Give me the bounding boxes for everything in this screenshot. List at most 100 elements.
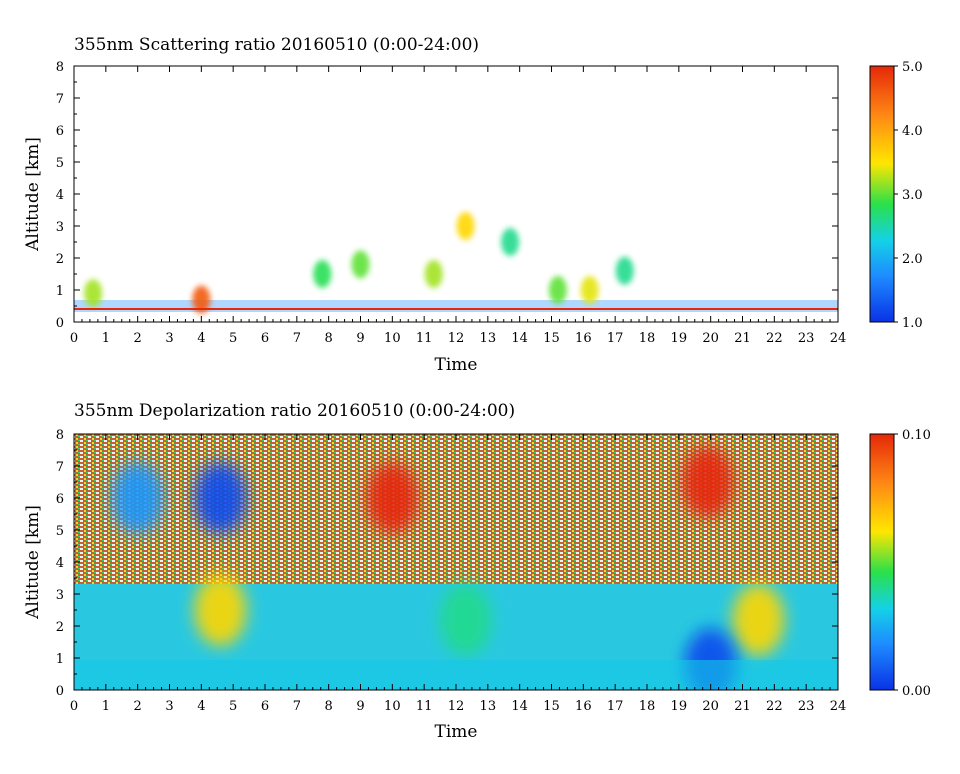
x-tick-label: 13 — [480, 699, 497, 714]
x-tick-label: 22 — [766, 699, 783, 714]
x-tick-label: 7 — [293, 331, 301, 346]
x-tick-label: 1 — [102, 699, 110, 714]
x-tick-label: 15 — [543, 699, 560, 714]
x-tick-label: 3 — [165, 699, 173, 714]
y-tick-label: 4 — [56, 188, 64, 203]
x-tick-label: 19 — [671, 699, 688, 714]
x-tick-label: 1 — [102, 331, 110, 346]
scattering-x-axis: 0 1 2 3 4 5 6 7 8 9 10 11 12 13 14 15 16 17 18 19 20 21 22 23 24 — [70, 66, 846, 346]
depolarization-y-axis: 0 1 2 3 4 5 6 7 8 — [56, 428, 838, 699]
x-tick-label: 14 — [511, 331, 528, 346]
x-tick-label: 4 — [197, 699, 205, 714]
y-tick-label: 0 — [56, 316, 64, 331]
x-tick-label: 0 — [70, 331, 78, 346]
y-tick-label: 3 — [56, 220, 64, 235]
depolarization-title: 355nm Depolarization ratio 20160510 (0:0… — [74, 401, 515, 421]
x-tick-label: 17 — [607, 699, 624, 714]
y-tick-label: 2 — [56, 252, 64, 267]
scattering-x-label: Time — [435, 355, 478, 375]
colorbar-tick-label: 3.0 — [902, 188, 923, 203]
y-tick-label: 8 — [56, 60, 64, 75]
y-tick-label: 5 — [56, 524, 64, 539]
x-tick-label: 16 — [575, 699, 592, 714]
depolarization-features — [111, 446, 785, 690]
scattering-colorbar-ticks: 1.0 2.0 3.0 4.0 5.0 — [894, 60, 923, 331]
x-tick-label: 16 — [575, 331, 592, 346]
feature-mark — [192, 285, 211, 314]
colorbar-tick-label: 1.0 — [902, 316, 923, 331]
x-tick-label: 12 — [448, 699, 465, 714]
feature-mark — [424, 260, 443, 288]
x-tick-label: 23 — [798, 699, 815, 714]
x-tick-label: 22 — [766, 331, 783, 346]
x-tick-label: 10 — [384, 699, 401, 714]
x-tick-label: 18 — [639, 331, 656, 346]
y-tick-label: 1 — [56, 284, 64, 299]
x-tick-label: 20 — [702, 331, 719, 346]
scattering-panel: 355nm Scattering ratio 20160510 (0:00-24… — [23, 35, 923, 375]
x-tick-label: 9 — [356, 331, 364, 346]
x-tick-label: 5 — [229, 699, 237, 714]
feature-mark — [501, 228, 520, 256]
x-tick-label: 17 — [607, 331, 624, 346]
feature-mark — [351, 250, 370, 279]
y-tick-label: 5 — [56, 156, 64, 171]
x-tick-label: 19 — [671, 331, 688, 346]
x-tick-label: 11 — [416, 699, 433, 714]
scattering-y-label: Altitude [km] — [23, 137, 43, 252]
aerosol-base-layer — [74, 300, 838, 312]
x-tick-label: 9 — [356, 699, 364, 714]
depolarization-colorbar-ticks: 0.00 0.10 — [894, 428, 931, 699]
feature-mark — [313, 260, 332, 288]
depolarization-x-axis: 0 1 2 3 4 5 6 7 8 9 10 11 12 13 14 15 16 17 18 19 20 21 22 23 24 — [70, 434, 846, 714]
x-tick-label: 8 — [325, 699, 333, 714]
x-tick-label: 21 — [734, 699, 751, 714]
x-tick-label: 7 — [293, 699, 301, 714]
y-tick-label: 2 — [56, 620, 64, 635]
x-tick-label: 6 — [261, 331, 269, 346]
ground-line — [74, 308, 838, 310]
feature-mark — [111, 462, 164, 534]
x-tick-label: 3 — [165, 331, 173, 346]
feature-mark — [548, 276, 567, 304]
x-tick-label: 21 — [734, 331, 751, 346]
y-tick-label: 6 — [56, 492, 64, 507]
colorbar-tick-label: 0.10 — [902, 428, 931, 443]
x-tick-label: 14 — [511, 699, 528, 714]
scattering-y-axis: 0 1 2 3 4 5 6 7 8 — [56, 60, 838, 331]
y-tick-label: 6 — [56, 124, 64, 139]
y-tick-label: 0 — [56, 684, 64, 699]
colorbar-tick-label: 5.0 — [902, 60, 923, 75]
colorbar-tick-label: 2.0 — [902, 252, 923, 267]
colorbar-tick-label: 4.0 — [902, 124, 923, 139]
y-tick-label: 1 — [56, 652, 64, 667]
y-tick-label: 4 — [56, 556, 64, 571]
depolarization-colorbar — [869, 433, 895, 691]
depolarization-panel: 355nm Depolarization ratio 20160510 (0:0… — [23, 401, 931, 742]
feature-mark — [84, 279, 103, 308]
colorbar-tick-label: 0.00 — [902, 684, 931, 699]
feature-mark — [439, 583, 492, 656]
depolarization-x-label: Time — [435, 722, 478, 742]
feature-mark — [194, 574, 247, 646]
feature-mark — [681, 446, 734, 518]
scattering-colorbar — [869, 65, 895, 323]
y-tick-label: 7 — [56, 460, 64, 475]
x-tick-label: 2 — [134, 699, 142, 714]
y-tick-label: 3 — [56, 588, 64, 603]
x-tick-label: 5 — [229, 331, 237, 346]
y-tick-label: 7 — [56, 92, 64, 107]
x-tick-label: 4 — [197, 331, 205, 346]
x-tick-label: 12 — [448, 331, 465, 346]
x-tick-label: 23 — [798, 331, 815, 346]
scattering-features — [84, 212, 634, 314]
x-tick-label: 24 — [830, 699, 847, 714]
feature-mark — [732, 583, 785, 656]
scattering-title: 355nm Scattering ratio 20160510 (0:00-24… — [74, 35, 479, 55]
y-tick-label: 8 — [56, 428, 64, 443]
x-tick-label: 2 — [134, 331, 142, 346]
feature-mark — [615, 256, 634, 285]
depolarization-y-label: Altitude [km] — [23, 505, 43, 620]
